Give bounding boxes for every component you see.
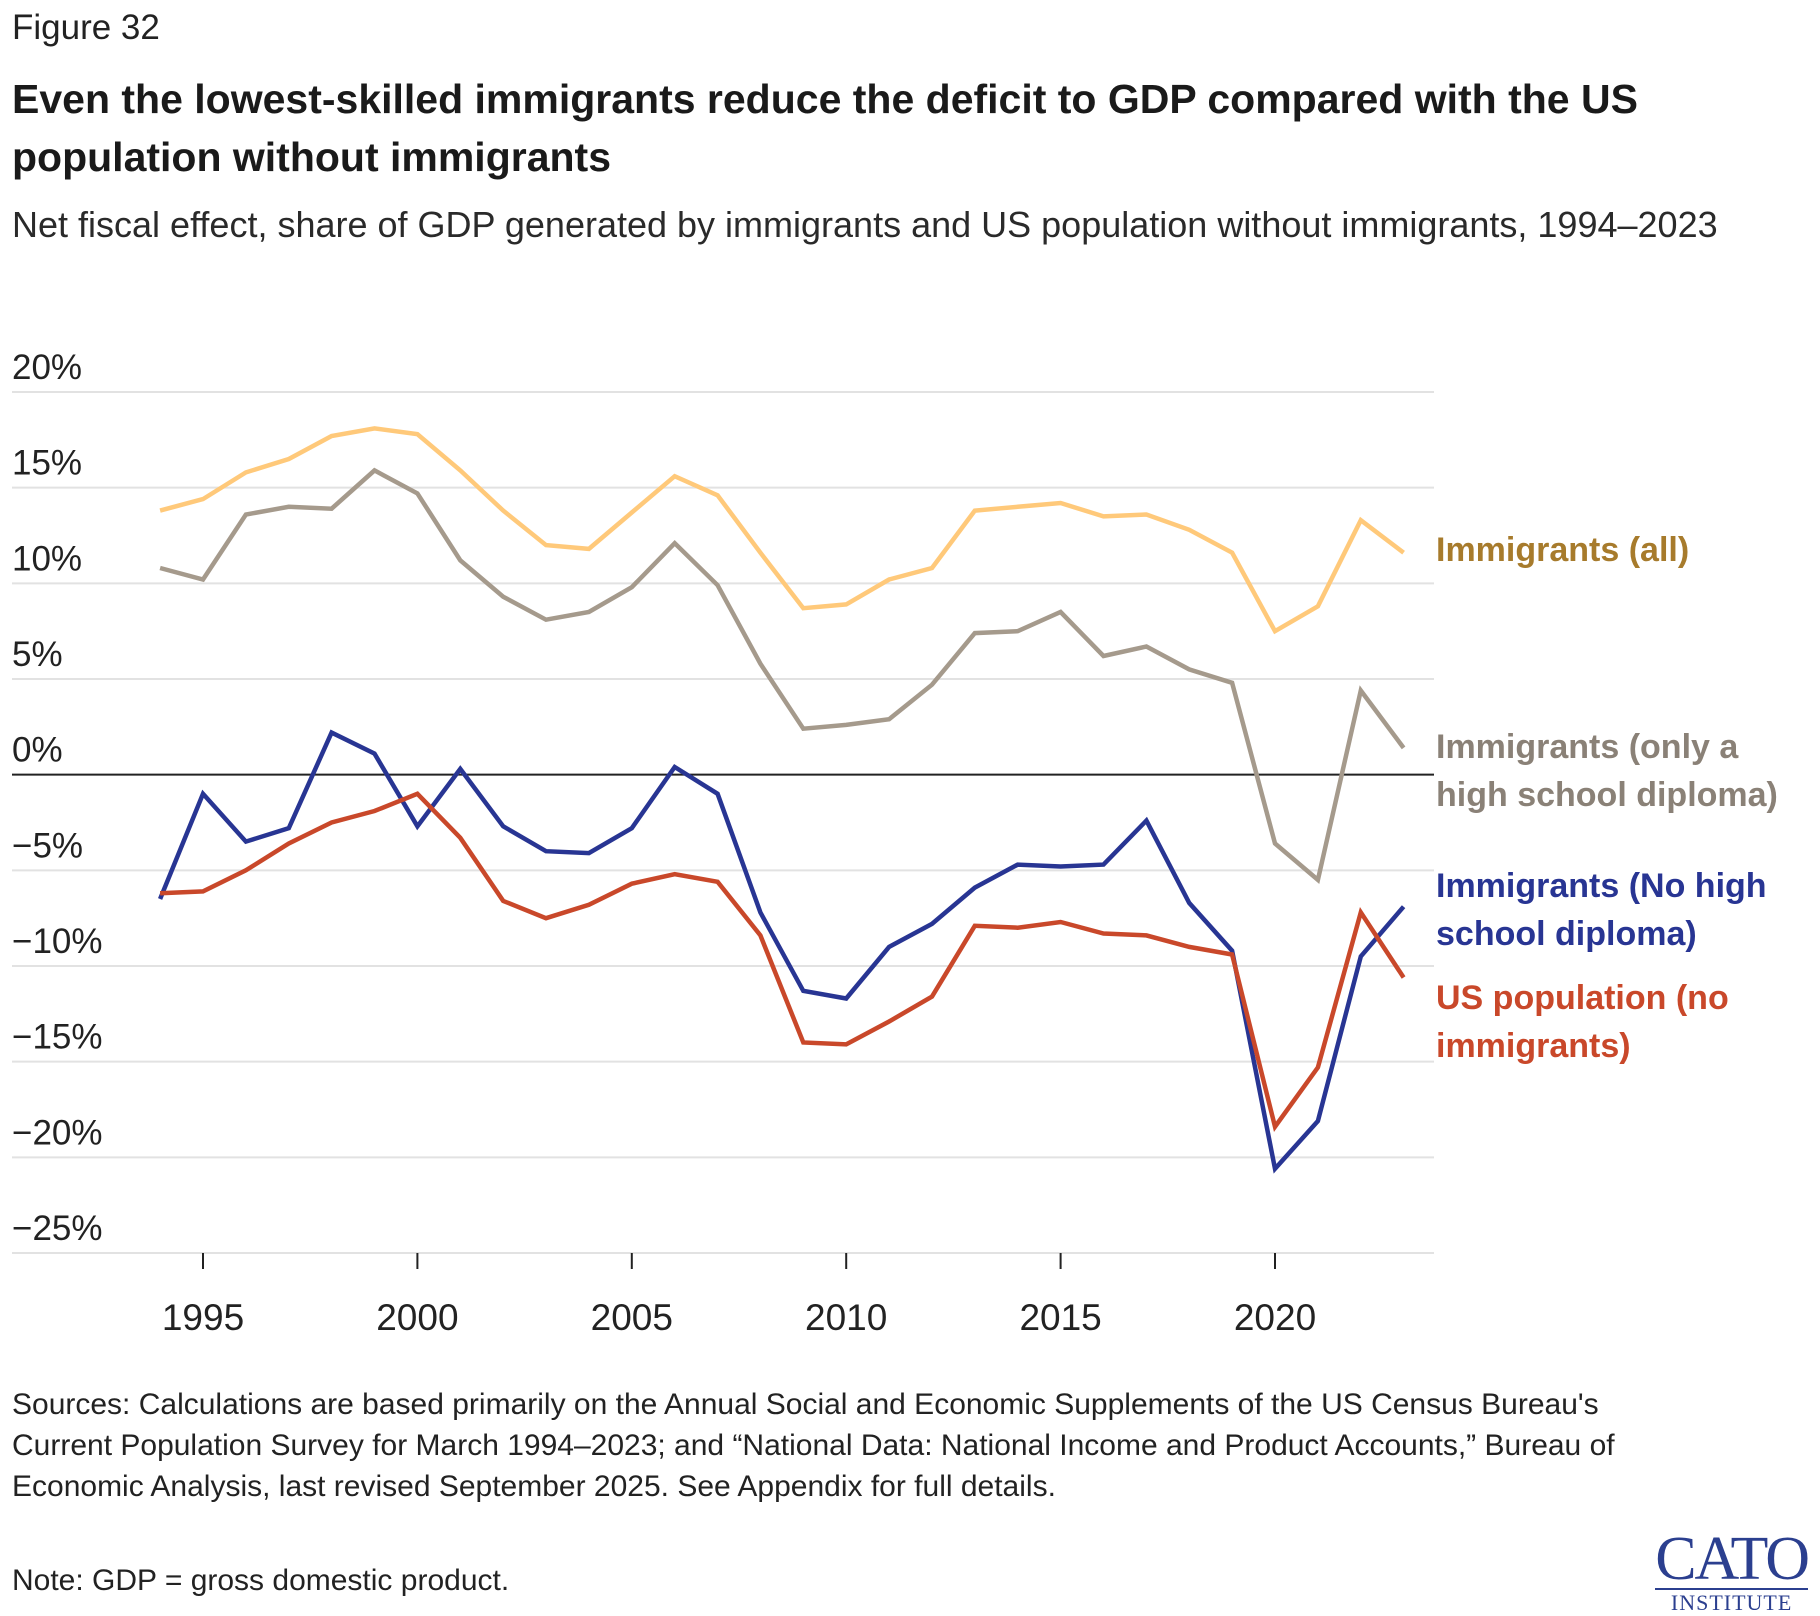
- series-line-2: [158, 729, 1406, 1174]
- y-tick-label: −10%: [12, 922, 103, 961]
- x-tick-label: 2005: [591, 1297, 673, 1338]
- series-line-1: [159, 467, 1406, 885]
- y-tick-label: −5%: [12, 826, 83, 865]
- y-tick-label: 0%: [12, 731, 63, 770]
- label-line: school diploma): [1436, 915, 1697, 953]
- note-text: Note: GDP = gross domestic product.: [12, 1564, 510, 1597]
- series-label-immigrants-no-hs-diploma: Immigrants (No high school diploma): [1436, 862, 1767, 958]
- label-line: Immigrants (No high: [1436, 867, 1767, 905]
- series-line-0: [159, 426, 1405, 635]
- y-tick-label: 5%: [12, 635, 63, 674]
- chart-subtitle: Net fiscal effect, share of GDP generate…: [12, 204, 1718, 245]
- label-line: Immigrants (all): [1436, 531, 1690, 569]
- sources-text: Sources: Calculations are based primaril…: [12, 1388, 1615, 1503]
- x-tick-label: 2010: [805, 1297, 887, 1338]
- series-label-immigrants-hs-diploma: Immigrants (only a high school diploma): [1436, 723, 1778, 819]
- y-tick-label: 20%: [12, 348, 82, 387]
- series-label-us-population: US population (no immigrants): [1436, 974, 1729, 1070]
- label-line: high school diploma): [1436, 776, 1778, 814]
- logo-line1: CATO: [1655, 1525, 1810, 1593]
- label-line: Immigrants (only a: [1436, 728, 1739, 766]
- y-tick-label: −15%: [12, 1018, 103, 1057]
- x-tick-label: 2015: [1019, 1297, 1101, 1338]
- y-tick-label: 10%: [12, 539, 82, 578]
- series-label-immigrants-all: Immigrants (all): [1436, 526, 1689, 574]
- label-line: immigrants): [1436, 1027, 1631, 1065]
- y-tick-label: −20%: [12, 1113, 103, 1152]
- logo-line2: INSTITUTE: [1655, 1588, 1808, 1616]
- chart-title: Even the lowest-skilled immigrants reduc…: [12, 76, 1638, 180]
- x-tick-label: 1995: [162, 1297, 244, 1338]
- x-tick-label: 2000: [376, 1297, 458, 1338]
- y-tick-label: −25%: [12, 1209, 103, 1248]
- line-chart: 20% 15% 10% 5% 0% −5% −10% −15% −20% −25% 1995 2000…: [12, 348, 1434, 1338]
- x-tick-label: 2020: [1234, 1297, 1316, 1338]
- label-line: US population (no: [1436, 979, 1729, 1017]
- series-line-3: [160, 791, 1406, 1132]
- figure-label: Figure 32: [12, 8, 160, 47]
- cato-logo: CATO INSTITUTE: [1655, 1525, 1810, 1616]
- y-tick-label: 15%: [12, 444, 82, 483]
